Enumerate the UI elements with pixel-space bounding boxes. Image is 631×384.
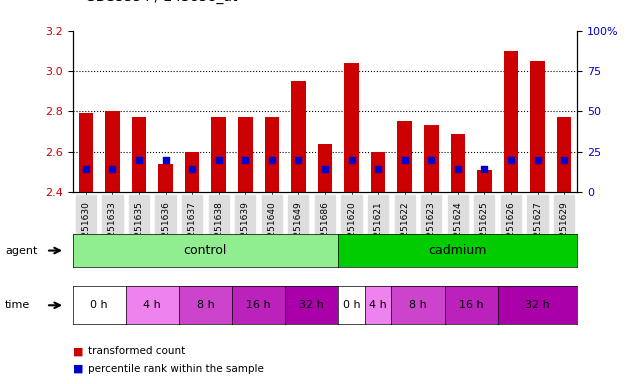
Point — [187, 166, 197, 172]
Bar — [132, 118, 146, 192]
Text: time: time — [5, 300, 30, 310]
Bar — [158, 164, 173, 192]
Bar — [238, 118, 252, 192]
Bar — [185, 152, 199, 192]
Bar — [504, 51, 518, 192]
Point — [240, 157, 251, 163]
Bar — [557, 118, 572, 192]
Text: percentile rank within the sample: percentile rank within the sample — [88, 364, 264, 374]
Text: 16 h: 16 h — [459, 300, 483, 310]
Text: 4 h: 4 h — [143, 300, 161, 310]
Point — [160, 157, 170, 163]
Text: ■: ■ — [73, 346, 83, 356]
Point — [267, 157, 277, 163]
Point — [373, 166, 383, 172]
Bar — [398, 121, 412, 192]
Bar — [530, 61, 545, 192]
Text: 32 h: 32 h — [299, 300, 324, 310]
Text: 0 h: 0 h — [343, 300, 360, 310]
Bar — [291, 81, 305, 192]
Point — [81, 166, 91, 172]
Point — [533, 157, 543, 163]
Text: 8 h: 8 h — [196, 300, 215, 310]
Point — [214, 157, 224, 163]
Point — [134, 157, 144, 163]
Bar — [317, 144, 333, 192]
Point — [320, 166, 330, 172]
Text: cadmium: cadmium — [428, 244, 487, 257]
Bar — [424, 126, 439, 192]
Text: transformed count: transformed count — [88, 346, 186, 356]
Text: 8 h: 8 h — [409, 300, 427, 310]
Text: 0 h: 0 h — [90, 300, 108, 310]
Point — [480, 166, 490, 172]
Point — [293, 157, 304, 163]
Text: GDS3354 / 243838_at: GDS3354 / 243838_at — [85, 0, 238, 4]
Bar — [477, 170, 492, 192]
Text: agent: agent — [5, 245, 37, 256]
Point — [426, 157, 436, 163]
Bar — [105, 111, 120, 192]
Point — [346, 157, 357, 163]
Bar — [345, 63, 359, 192]
Point — [107, 166, 117, 172]
Bar — [264, 118, 279, 192]
Bar — [371, 152, 386, 192]
Point — [453, 166, 463, 172]
Text: 16 h: 16 h — [246, 300, 271, 310]
Bar — [211, 118, 226, 192]
Text: 32 h: 32 h — [525, 300, 550, 310]
Point — [506, 157, 516, 163]
Text: control: control — [184, 244, 227, 257]
Bar — [78, 113, 93, 192]
Bar — [451, 134, 465, 192]
Text: ■: ■ — [73, 364, 83, 374]
Text: 4 h: 4 h — [369, 300, 387, 310]
Point — [399, 157, 410, 163]
Point — [559, 157, 569, 163]
